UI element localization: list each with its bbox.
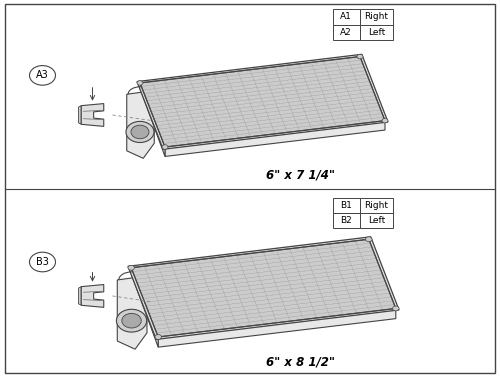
Bar <box>360 9 392 25</box>
Bar <box>360 198 392 213</box>
Polygon shape <box>118 276 147 349</box>
Circle shape <box>392 306 399 311</box>
Text: B2: B2 <box>340 216 352 225</box>
Circle shape <box>30 66 56 85</box>
Circle shape <box>116 309 146 332</box>
Circle shape <box>155 334 162 339</box>
Text: Right: Right <box>364 12 388 21</box>
Polygon shape <box>78 106 81 124</box>
Text: A2: A2 <box>340 28 352 37</box>
Polygon shape <box>140 83 165 156</box>
Text: 6" x 8 1/2": 6" x 8 1/2" <box>266 356 334 368</box>
Bar <box>360 213 392 228</box>
Circle shape <box>122 313 142 328</box>
Circle shape <box>382 118 388 123</box>
Bar <box>332 198 360 213</box>
Bar <box>360 25 392 40</box>
Text: A3: A3 <box>36 70 49 80</box>
Text: 6" x 7 1/4": 6" x 7 1/4" <box>266 169 334 182</box>
Text: A1: A1 <box>340 12 352 21</box>
Text: Left: Left <box>368 28 385 37</box>
Text: Right: Right <box>364 201 388 210</box>
Polygon shape <box>158 308 396 347</box>
Polygon shape <box>131 239 396 337</box>
Polygon shape <box>131 268 158 347</box>
Polygon shape <box>127 90 154 158</box>
Bar <box>332 9 360 25</box>
Polygon shape <box>137 54 388 149</box>
Polygon shape <box>78 287 81 305</box>
Polygon shape <box>140 57 385 147</box>
Circle shape <box>366 237 372 242</box>
Text: B3: B3 <box>36 257 49 267</box>
Circle shape <box>162 145 168 149</box>
Circle shape <box>131 125 149 139</box>
Text: Left: Left <box>368 216 385 225</box>
Circle shape <box>128 265 134 270</box>
Bar <box>332 25 360 40</box>
Circle shape <box>126 121 154 143</box>
Polygon shape <box>165 121 385 156</box>
Polygon shape <box>81 104 104 126</box>
Bar <box>332 213 360 228</box>
Polygon shape <box>81 285 104 307</box>
Circle shape <box>357 54 363 59</box>
Circle shape <box>30 252 56 272</box>
Text: B1: B1 <box>340 201 352 210</box>
Polygon shape <box>128 237 399 339</box>
Circle shape <box>137 81 143 85</box>
